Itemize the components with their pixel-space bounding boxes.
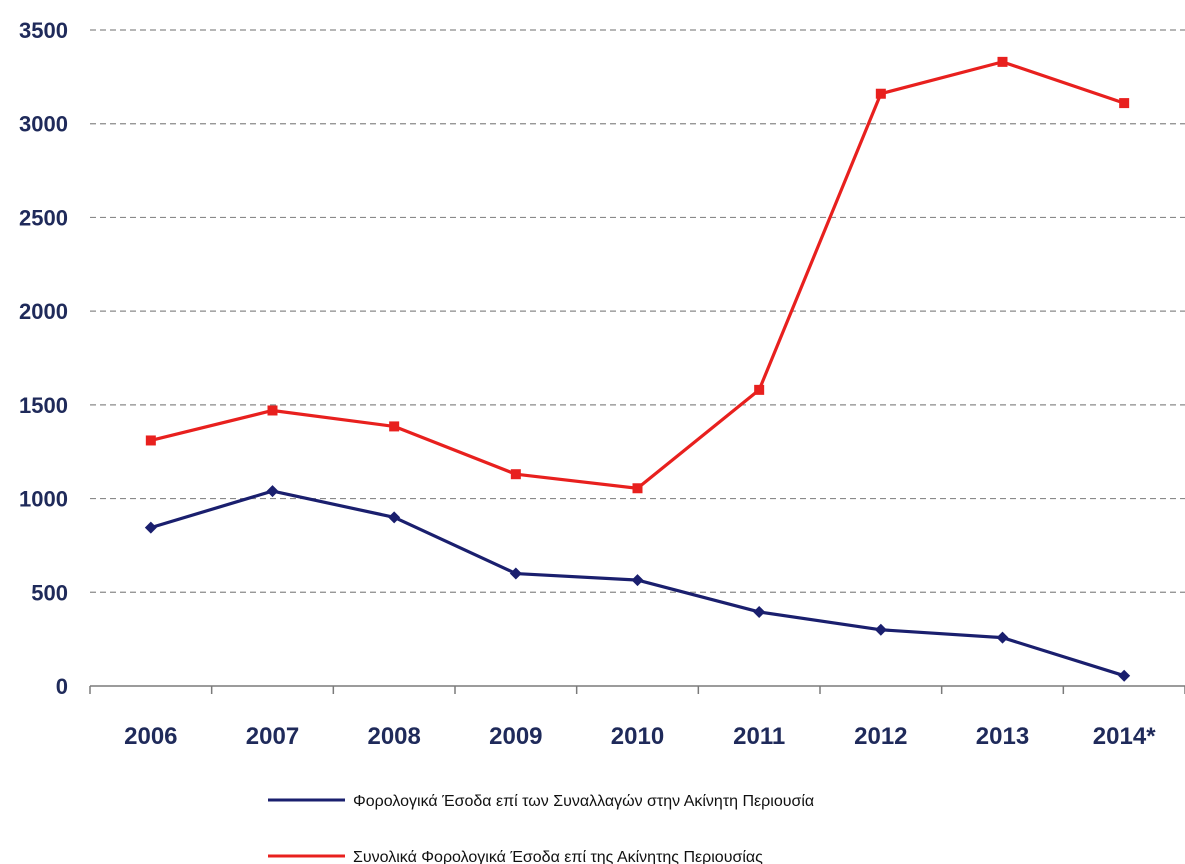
data-point (631, 574, 644, 587)
data-point (510, 469, 521, 480)
gridlines (90, 29, 1185, 593)
x-tick-label: 2011 (733, 723, 785, 750)
data-point (632, 483, 643, 494)
series-group (144, 56, 1131, 682)
data-point (1118, 669, 1131, 682)
x-tick-label: 2012 (854, 723, 907, 750)
x-tick-label: 2014* (1093, 723, 1156, 750)
y-tick-label: 3500 (19, 18, 68, 43)
y-tick-label: 0 (56, 674, 68, 699)
x-tick-label: 2006 (124, 723, 177, 750)
x-tick-label: 2010 (611, 723, 664, 750)
x-tick-label: 2008 (367, 723, 420, 750)
data-point (754, 384, 765, 395)
data-point (389, 421, 400, 432)
axes (89, 685, 1185, 694)
x-tick-label: 2013 (976, 723, 1029, 750)
data-point (266, 485, 279, 498)
y-tick-label: 2500 (19, 205, 68, 230)
y-tick-label: 1000 (19, 487, 68, 512)
x-tick-label: 2007 (246, 723, 299, 750)
data-point (509, 567, 522, 580)
data-point (1119, 98, 1130, 109)
legend-label-2: Συνολικά Φορολογικά Έσοδα επί της Ακίνητ… (353, 849, 763, 864)
data-point (388, 511, 401, 524)
legend-label-1: Φορολογικά Έσοδα επί των Συναλλαγών στην… (353, 793, 814, 810)
y-tick-label: 500 (31, 580, 68, 605)
series-line-2 (150, 60, 1125, 490)
data-point (996, 631, 1009, 644)
x-axis-tick-labels: 2006 2007 2008 2009 2010 2011 2012 2013 2014* (124, 723, 1156, 750)
y-tick-label: 3000 (19, 112, 68, 137)
data-point (753, 605, 766, 618)
data-point (145, 435, 156, 446)
y-axis-tick-labels: 0 500 1000 1500 2000 2500 3000 3500 (19, 18, 68, 699)
y-tick-label: 1500 (19, 393, 68, 418)
y-tick-label: 2000 (19, 299, 68, 324)
data-point (875, 88, 886, 99)
data-point (144, 521, 157, 534)
legend: Φορολογικά Έσοδα επί των Συναλλαγών στην… (268, 793, 814, 864)
data-point (874, 623, 887, 636)
data-point (267, 405, 278, 416)
x-tick-label: 2009 (489, 723, 542, 750)
data-point (997, 56, 1008, 67)
